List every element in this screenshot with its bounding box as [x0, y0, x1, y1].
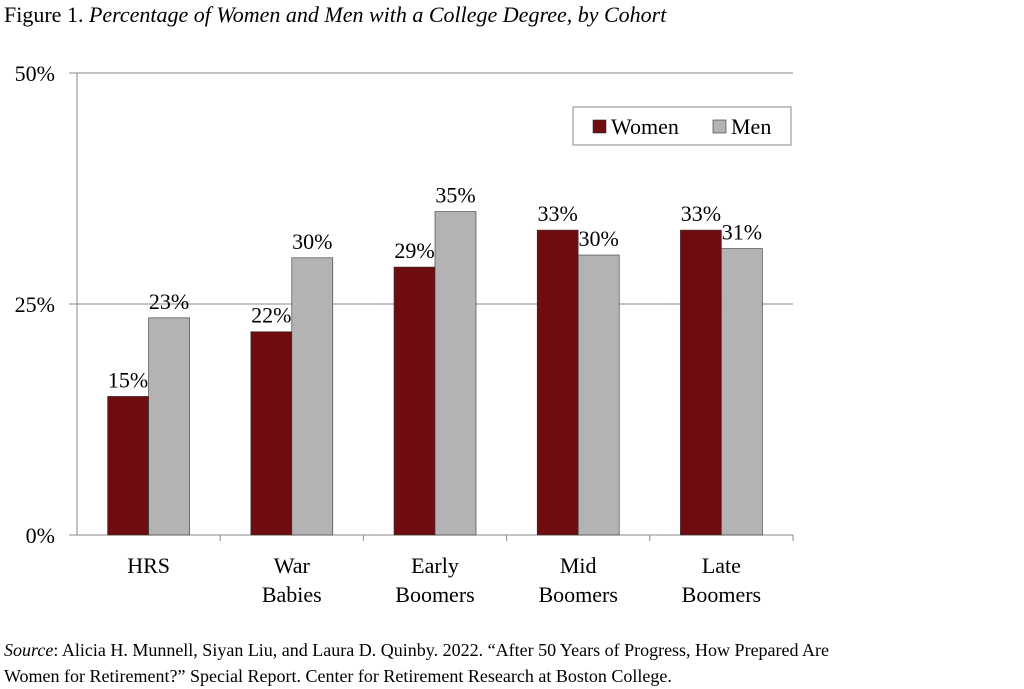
- data-label: 15%: [108, 367, 148, 392]
- bar-chart: 0% 25% 50% 15% 23% HRS 22% 30% War Babies 29% 35% Ea…: [15, 61, 794, 607]
- data-label: 35%: [435, 183, 475, 208]
- x-tick-label: War: [274, 553, 311, 578]
- legend-swatch-women: [592, 119, 607, 134]
- source-prefix: Source: [4, 640, 54, 660]
- bar-men: [148, 317, 190, 536]
- data-label: 23%: [149, 289, 189, 314]
- bar-women: [107, 396, 149, 536]
- data-label: 31%: [722, 220, 762, 245]
- bar-men: [721, 248, 763, 536]
- source-line-1: : Alicia H. Munnell, Siyan Liu, and Laur…: [53, 640, 830, 660]
- x-tick-label: Early: [411, 553, 459, 578]
- x-tick-label: Babies: [262, 582, 322, 607]
- legend-label-men: Men: [731, 114, 771, 139]
- data-label: 30%: [579, 226, 619, 251]
- y-tick-label: 25%: [15, 292, 55, 317]
- bar-men: [577, 254, 620, 536]
- legend-label-women: Women: [611, 114, 679, 139]
- data-label: 30%: [292, 229, 332, 254]
- data-label: 33%: [681, 201, 721, 226]
- data-label: 33%: [538, 201, 578, 226]
- source-line-2: Women for Retirement?” Special Report. C…: [4, 666, 672, 686]
- y-tick-label: 50%: [15, 61, 55, 86]
- bar-women: [536, 229, 579, 536]
- legend-swatch-men: [712, 119, 727, 134]
- x-tick-label: Boomers: [395, 582, 474, 607]
- source-note: Source: Alicia H. Munnell, Siyan Liu, an…: [4, 637, 829, 689]
- x-tick-label: Boomers: [538, 582, 617, 607]
- figure-label: Figure 1.: [4, 2, 84, 27]
- x-tick-label: HRS: [127, 553, 170, 578]
- bar-men: [434, 211, 477, 536]
- x-tick-label: Mid: [560, 553, 597, 578]
- figure-title-text: Percentage of Women and Men with a Colle…: [88, 2, 667, 27]
- bar-women: [393, 266, 436, 536]
- data-label: 29%: [394, 238, 434, 263]
- legend-box: [572, 106, 792, 146]
- x-tick-label: Boomers: [682, 582, 761, 607]
- bar-men: [291, 257, 334, 536]
- figure-title: Figure 1. Percentage of Women and Men wi…: [4, 2, 666, 28]
- x-tick-label: Late: [702, 553, 741, 578]
- data-label: 22%: [251, 303, 291, 328]
- bar-women: [250, 331, 293, 536]
- y-tick-label: 0%: [26, 523, 55, 548]
- bar-women: [680, 229, 722, 536]
